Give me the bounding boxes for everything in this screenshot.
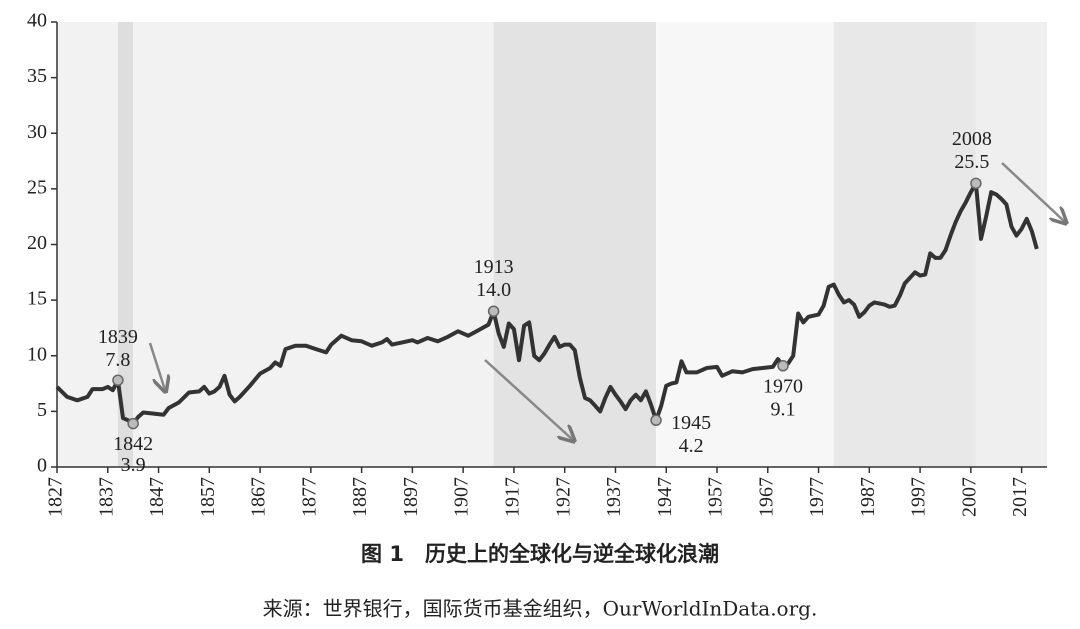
annotation-point (487, 305, 500, 317)
chart-title: 图 1 历史上的全球化与逆全球化浪潮 (361, 542, 719, 566)
x-tick-label: 1937 (603, 477, 625, 517)
x-tick-label: 1987 (857, 477, 879, 517)
x-tick-label: 1957 (705, 477, 727, 517)
period-band (57, 22, 118, 467)
x-tick-label: 1897 (400, 477, 422, 517)
annotation-value: 7.8 (105, 349, 130, 371)
x-tick-label: 1867 (248, 477, 270, 517)
period-band (133, 22, 494, 467)
x-tick-label: 1847 (146, 477, 168, 517)
annotation-point (112, 374, 124, 386)
x-tick-label: 1907 (451, 477, 473, 517)
annotation-year: 1839 (98, 326, 138, 348)
arrow (1001, 162, 1065, 222)
period-band (656, 22, 834, 467)
annotation-value: 25.5 (954, 151, 989, 173)
x-tick-label: 1837 (95, 477, 117, 517)
x-tick-label: 1827 (45, 477, 67, 517)
annotation-value: 9.1 (771, 398, 796, 420)
x-tick-label: 1917 (502, 477, 524, 517)
annotation-point (650, 414, 662, 427)
x-tick-label: 2007 (958, 477, 980, 517)
x-tick-label: 1967 (755, 477, 777, 517)
period-band (117, 22, 134, 467)
y-tick-label: 20 (27, 232, 47, 254)
source: 来源：世界银行，国际货币基金组织，OurWorldInData.org. (263, 597, 818, 621)
annotation-year: 1842 (113, 433, 153, 455)
annotation-value: 14.0 (476, 279, 511, 301)
annotation-point (777, 360, 789, 372)
annotation-year: 1945 (671, 412, 711, 434)
x-tick-label: 1947 (654, 477, 676, 517)
x-tick-label: 2017 (1009, 477, 1031, 517)
y-tick-label: 35 (27, 65, 47, 87)
annotation-value: 4.2 (679, 435, 704, 457)
data-line (55, 181, 1039, 426)
x-tick-label: 1927 (552, 477, 574, 517)
y-tick-label: 15 (27, 288, 47, 310)
x-tick-label: 1887 (349, 477, 371, 517)
x-tick-label: 1857 (197, 477, 219, 517)
annotation-point (970, 177, 982, 190)
annotation-year: 1970 (763, 375, 803, 397)
x-tick-label: 1997 (908, 477, 930, 517)
period-band (833, 22, 976, 467)
x-tick-label: 1877 (298, 477, 320, 517)
annotation-year: 1913 (474, 256, 514, 278)
y-tick-label: 0 (37, 455, 47, 477)
arrow (148, 342, 165, 390)
y-tick-label: 30 (27, 121, 47, 143)
y-tick-label: 5 (37, 399, 47, 421)
annotation-point (127, 417, 139, 430)
annotation-value: 3.9 (121, 454, 146, 476)
y-tick-label: 40 (27, 10, 47, 32)
y-tick-label: 25 (27, 176, 47, 198)
y-tick-label: 10 (27, 343, 47, 365)
x-tick-label: 1977 (806, 477, 828, 517)
arrow (484, 359, 573, 440)
annotation-year: 2008 (952, 128, 992, 150)
